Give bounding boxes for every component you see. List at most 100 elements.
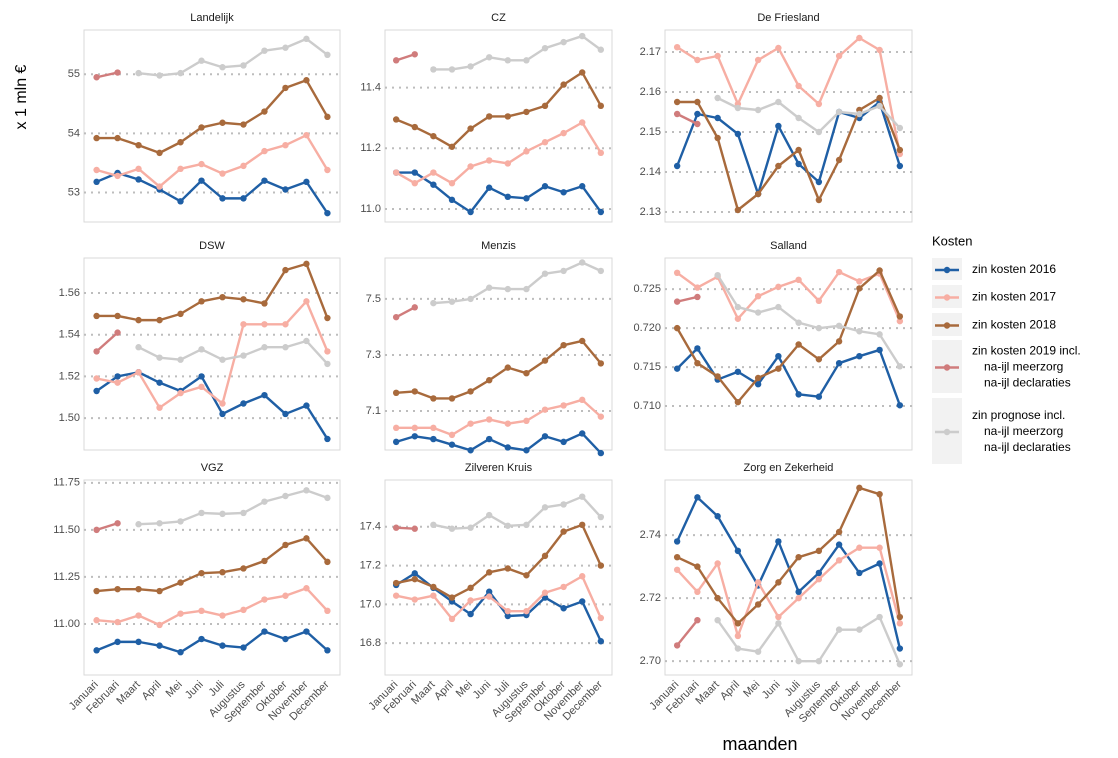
series-line xyxy=(676,112,698,126)
data-point xyxy=(392,579,400,587)
data-point xyxy=(411,388,418,395)
data-point xyxy=(673,324,681,332)
data-point xyxy=(795,588,802,596)
panel: De Friesland 2.13 2.14 2.15 2.16 2.17 xyxy=(640,12,913,223)
data-point xyxy=(448,143,456,150)
data-point xyxy=(560,438,567,446)
data-point xyxy=(541,433,549,440)
data-point xyxy=(430,299,437,307)
data-point xyxy=(754,190,762,198)
data-point xyxy=(114,134,121,142)
data-point xyxy=(282,410,289,418)
data-point xyxy=(467,388,474,395)
data-point xyxy=(392,424,400,432)
data-point xyxy=(714,114,721,122)
data-point xyxy=(467,597,474,604)
data-point xyxy=(835,52,843,60)
data-point xyxy=(156,316,163,324)
data-point xyxy=(219,410,226,418)
data-point xyxy=(135,344,142,351)
data-point xyxy=(579,521,586,529)
data-point xyxy=(775,620,782,627)
legend-item: zin kosten 2016 xyxy=(932,258,1056,280)
data-point xyxy=(219,612,226,619)
data-point xyxy=(523,108,530,116)
data-point xyxy=(114,520,121,527)
data-point xyxy=(775,98,782,106)
data-point xyxy=(541,406,549,413)
data-point xyxy=(856,278,863,285)
data-point xyxy=(815,569,823,577)
data-point xyxy=(835,528,843,536)
data-point xyxy=(448,66,456,73)
data-point xyxy=(114,172,121,180)
data-point xyxy=(135,612,142,619)
data-point xyxy=(156,587,163,595)
data-point xyxy=(560,129,567,137)
data-point xyxy=(467,208,474,216)
data-point xyxy=(754,106,762,114)
data-point xyxy=(856,110,863,118)
data-point xyxy=(135,69,142,77)
data-point xyxy=(673,298,681,305)
data-point xyxy=(523,521,530,529)
y-tick-label: 11.75 xyxy=(53,477,80,489)
series-line xyxy=(717,96,901,134)
data-point xyxy=(856,544,863,551)
legend-label: na-ijl declaraties xyxy=(984,440,1071,454)
data-point xyxy=(177,518,184,525)
data-point xyxy=(448,615,456,623)
y-tick-label: 0.710 xyxy=(633,400,661,412)
data-point xyxy=(430,132,437,140)
data-point xyxy=(282,541,289,549)
y-tick-label: 1.56 xyxy=(59,287,80,299)
data-point xyxy=(156,149,163,157)
data-point xyxy=(93,348,100,355)
data-point xyxy=(448,196,456,204)
data-point xyxy=(876,346,883,354)
data-point xyxy=(282,186,289,193)
legend-label: na-ijl meerzorg xyxy=(984,360,1063,374)
data-point xyxy=(392,592,400,599)
series-line xyxy=(716,274,901,367)
data-point xyxy=(795,553,802,561)
y-tick-label: 11.50 xyxy=(53,524,80,536)
data-point xyxy=(219,195,226,202)
data-point xyxy=(485,416,493,423)
data-point xyxy=(673,365,681,372)
data-point xyxy=(795,146,802,154)
data-point xyxy=(815,297,823,305)
data-point xyxy=(219,510,226,518)
y-tick-label: 11.4 xyxy=(360,82,381,94)
data-point xyxy=(219,400,226,407)
data-point xyxy=(240,606,247,614)
panel-title: Zilveren Kruis xyxy=(465,462,533,474)
data-point xyxy=(775,122,782,130)
data-point xyxy=(754,381,762,388)
y-tick-label: 11.2 xyxy=(360,142,381,154)
series-line xyxy=(395,306,416,319)
data-point xyxy=(560,267,567,275)
data-point xyxy=(467,295,474,303)
data-point xyxy=(694,345,701,352)
y-tick-label: 11.0 xyxy=(360,203,381,215)
data-point xyxy=(579,573,586,580)
y-tick-label: 54 xyxy=(68,127,80,139)
data-point xyxy=(282,142,289,149)
data-point xyxy=(795,160,802,168)
data-point xyxy=(467,584,474,592)
data-point xyxy=(303,487,310,494)
data-point xyxy=(673,44,681,51)
data-point xyxy=(485,157,493,164)
data-point xyxy=(597,46,605,53)
data-point xyxy=(219,119,226,126)
data-point xyxy=(467,610,474,618)
data-point xyxy=(560,81,567,88)
data-point xyxy=(177,198,184,205)
series-line xyxy=(95,331,119,353)
data-point xyxy=(261,321,268,328)
data-point xyxy=(795,341,802,348)
y-tick-label: 7.3 xyxy=(366,349,381,361)
data-point xyxy=(156,642,163,649)
